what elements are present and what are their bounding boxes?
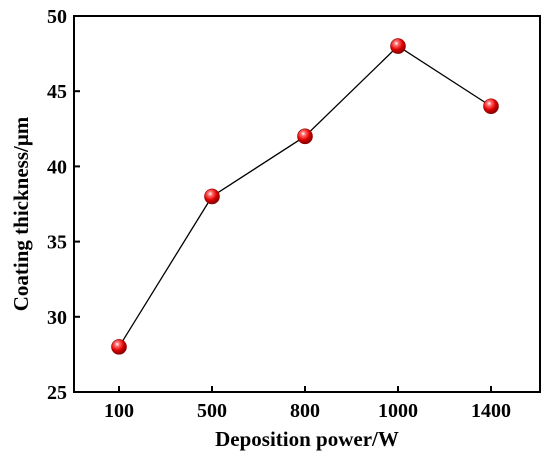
y-tick-label: 40 [47,156,67,178]
y-tick-label: 30 [47,307,67,329]
data-point [204,188,220,205]
y-tick-label: 50 [47,6,67,28]
y-axis-title: Coating thickness/μm [9,116,33,311]
plot-frame [73,15,541,393]
y-tick-label: 45 [47,81,67,103]
data-point [483,98,499,115]
x-tick-label: 800 [290,400,320,422]
data-point [111,339,127,355]
x-tick-label: 1400 [471,400,511,422]
y-tick-label: 25 [47,382,67,404]
x-tick-label: 1000 [378,400,418,422]
data-point [297,128,313,145]
x-tick-label: 500 [197,400,227,422]
series-line [118,45,492,348]
y-tick-label: 35 [47,232,67,254]
x-tick-label: 100 [104,400,134,422]
data-point [390,38,406,54]
x-axis-title: Deposition power/W [215,427,399,451]
